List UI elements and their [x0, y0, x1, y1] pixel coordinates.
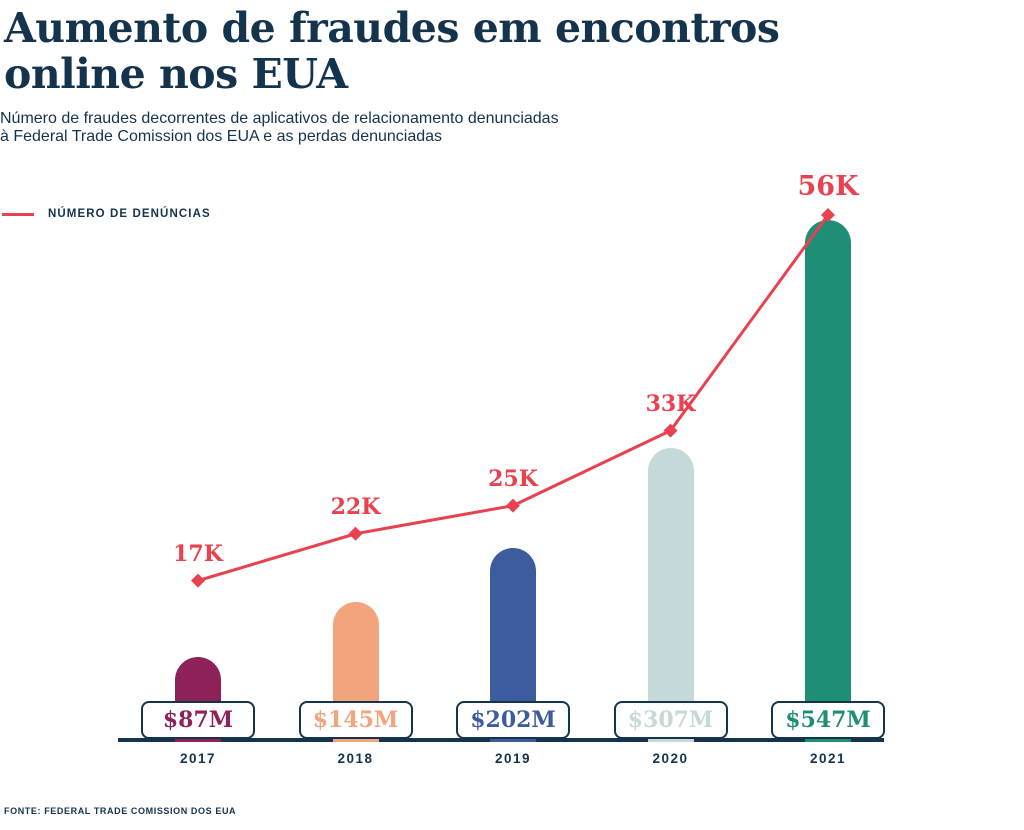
value-label-2021: $547M	[771, 701, 885, 739]
x-tick-2017: 2017	[179, 751, 217, 766]
reports-line	[197, 214, 830, 583]
point-label-2020: 33K	[645, 390, 696, 417]
x-tick-2018: 2018	[337, 751, 374, 766]
page-subtitle-line-2: à Federal Trade Comission dos EUA e as p…	[0, 127, 443, 145]
line-marker-2019	[506, 498, 520, 513]
point-label-2017: 17K	[173, 540, 223, 567]
x-tick-2019: 2019	[494, 751, 532, 766]
page-title: Aumento de fraudes em encontros online n…	[0, 0, 1024, 98]
page-title-line-1: Aumento de fraudes em encontros	[4, 4, 780, 52]
value-label-2017: $87M	[141, 701, 255, 739]
line-marker-2017	[191, 573, 205, 588]
value-label-2018: $145M	[298, 701, 413, 739]
value-label-2019: $202M	[456, 701, 570, 739]
bar-2021	[805, 220, 851, 742]
x-tick-2020: 2020	[652, 751, 689, 766]
x-tick-2021: 2021	[809, 751, 847, 766]
line-marker-2018	[348, 526, 363, 541]
line-marker-2020	[663, 423, 678, 438]
point-label-2021: 56K	[797, 171, 859, 202]
page-title-line-2: online nos EUA	[4, 49, 348, 98]
line-series-swatch	[2, 212, 34, 216]
value-label-2020: $307M	[613, 701, 728, 739]
legend: NÚMERO DE DENÚNCIAS	[2, 208, 211, 220]
header: Aumento de fraudes em encontros online n…	[0, 0, 1024, 146]
point-label-2018: 22K	[330, 493, 381, 520]
page-subtitle-line-1: Número de fraudes decorrentes de aplicat…	[0, 109, 559, 127]
bar-2020	[647, 448, 694, 742]
source-note: FONTE: FEDERAL TRADE COMISSION DOS EUA	[4, 806, 237, 816]
point-label-2019: 25K	[488, 465, 538, 492]
legend-label: NÚMERO DE DENÚNCIAS	[48, 208, 211, 220]
